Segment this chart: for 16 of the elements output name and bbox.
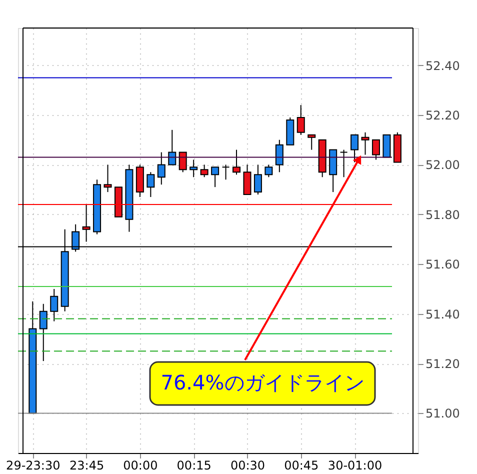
y-tick-label: 51.60 — [426, 258, 460, 272]
y-tick-label: 51.20 — [426, 357, 460, 372]
y-tick-label: 52.00 — [426, 158, 460, 172]
annotation: 76.4%のガイドライン — [160, 370, 364, 394]
y-tick-label: 51.00 — [426, 406, 460, 421]
x-tick-label: 30-01:00 — [328, 458, 382, 472]
x-tick-label: 00:30 — [230, 458, 266, 472]
x-tick-label: 00:00 — [123, 458, 158, 472]
x-tick-label: 23:45 — [70, 458, 104, 472]
y-tick-label: 51.40 — [426, 307, 460, 322]
y-tick-label: 52.40 — [426, 58, 460, 73]
y-tick-label: 52.20 — [426, 108, 460, 122]
x-tick-label: 00:45 — [284, 458, 319, 472]
x-tick-label: 29-23:30 — [6, 458, 60, 472]
y-tick-label: 51.80 — [426, 208, 460, 222]
x-tick-label: 00:15 — [176, 458, 212, 472]
